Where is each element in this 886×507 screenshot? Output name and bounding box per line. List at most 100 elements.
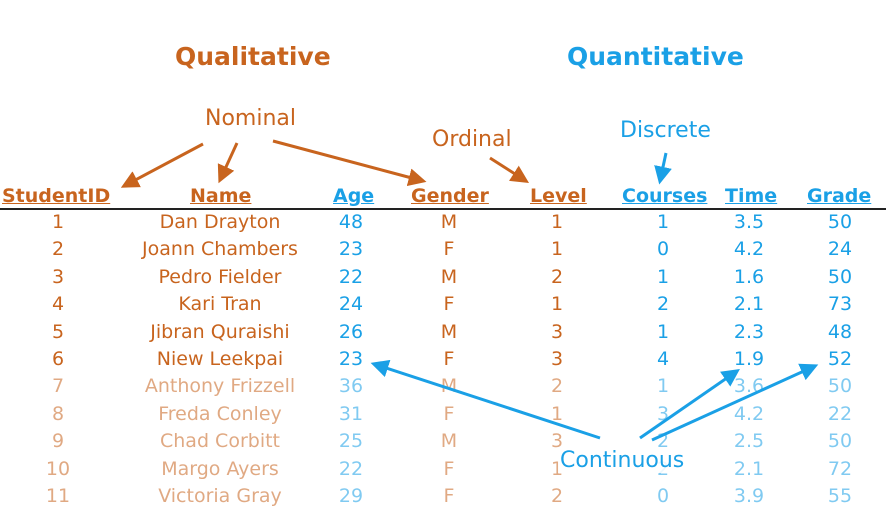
discrete-label: Discrete	[620, 118, 711, 143]
cell-student-id: 7	[51, 375, 65, 398]
cell-level: 1	[550, 211, 564, 233]
cell-courses: 1	[656, 375, 670, 398]
cell-gender: F	[443, 238, 455, 261]
cell-time: 2.1	[733, 293, 765, 316]
cell-age: 36	[338, 375, 364, 398]
nominal-label: Nominal	[205, 106, 296, 131]
cell-gender: F	[443, 348, 455, 370]
continuous-label: Continuous	[558, 448, 687, 473]
cell-student-id: 10	[45, 457, 71, 480]
cell-time: 4.2	[733, 402, 765, 425]
header-time: Time	[725, 185, 778, 207]
cell-grade: 72	[827, 457, 853, 480]
cell-name: Anthony Frizzell	[144, 375, 296, 398]
cell-grade: 50	[827, 265, 853, 288]
cell-age: 48	[338, 211, 364, 233]
cell-student-id: 3	[51, 265, 65, 288]
cell-gender: F	[443, 293, 455, 316]
cell-name: Kari Tran	[178, 293, 262, 316]
cell-courses: 1	[656, 265, 670, 288]
header-grade: Grade	[807, 185, 872, 207]
cell-gender: F	[443, 402, 455, 425]
cell-level: 1	[550, 293, 564, 316]
ordinal-arrow-level	[489, 156, 530, 183]
cell-age: 26	[338, 320, 364, 343]
header-level: Level	[530, 185, 587, 207]
cell-grade: 24	[827, 238, 853, 261]
nominal-arrow-name	[217, 142, 239, 184]
cell-student-id: 5	[51, 320, 65, 343]
cell-gender: F	[443, 485, 455, 507]
cell-grade: 48	[827, 320, 853, 343]
cell-grade: 50	[827, 375, 853, 398]
cell-level: 1	[550, 238, 564, 261]
cell-level: 3	[550, 430, 564, 453]
cell-student-id: 8	[51, 402, 65, 425]
cell-name: Joann Chambers	[142, 238, 298, 261]
cell-name: Margo Ayers	[161, 457, 279, 480]
cell-level: 2	[550, 265, 564, 288]
qualitative-title: Qualitative	[175, 42, 331, 71]
cell-age: 23	[338, 348, 364, 370]
cell-age: 22	[338, 265, 364, 288]
cell-time: 3.5	[733, 211, 765, 233]
header-divider	[0, 208, 886, 210]
cell-age: 23	[338, 238, 364, 261]
cell-name: Jibran Quraishi	[150, 320, 290, 343]
cell-time: 4.2	[733, 238, 765, 261]
nominal-arrow-gender	[272, 139, 427, 186]
cell-grade: 73	[827, 293, 853, 316]
cell-gender: M	[440, 375, 458, 398]
ordinal-label: Ordinal	[432, 127, 512, 152]
cell-age: 31	[338, 402, 364, 425]
header-gender: Gender	[411, 185, 489, 207]
cell-time: 1.6	[733, 265, 765, 288]
header-student-id: StudentID	[2, 185, 111, 207]
cell-age: 25	[338, 430, 364, 453]
quantitative-title: Quantitative	[567, 42, 744, 71]
cell-student-id: 2	[51, 238, 65, 261]
cell-courses: 4	[656, 348, 670, 370]
cell-courses: 1	[656, 211, 670, 233]
cell-grade: 50	[827, 430, 853, 453]
continuous-arrow-time	[639, 368, 740, 440]
cell-age: 22	[338, 457, 364, 480]
cell-age: 24	[338, 293, 364, 316]
cell-gender: M	[440, 265, 458, 288]
cell-level: 3	[550, 320, 564, 343]
cell-grade: 22	[827, 402, 853, 425]
cell-time: 2.1	[733, 457, 765, 480]
cell-level: 1	[550, 402, 564, 425]
cell-name: Niew Leekpai	[156, 348, 284, 370]
cell-courses: 0	[656, 238, 670, 261]
continuous-arrow-age	[370, 359, 601, 440]
continuous-arrow-grade	[651, 363, 819, 442]
header-courses: Courses	[622, 185, 708, 207]
cell-student-id: 1	[51, 211, 65, 233]
cell-courses: 2	[656, 293, 670, 316]
cell-courses: 1	[656, 320, 670, 343]
cell-gender: F	[443, 457, 455, 480]
header-age: Age	[333, 185, 375, 207]
cell-gender: M	[440, 211, 458, 233]
nominal-arrow-studentid	[120, 142, 204, 188]
discrete-arrow-courses	[654, 152, 672, 185]
cell-gender: M	[440, 430, 458, 453]
cell-level: 2	[550, 375, 564, 398]
header-name: Name	[190, 185, 252, 207]
cell-student-id: 4	[51, 293, 65, 316]
cell-student-id: 9	[51, 430, 65, 453]
cell-gender: M	[440, 320, 458, 343]
cell-name: Chad Corbitt	[160, 430, 280, 453]
cell-name: Freda Conley	[158, 402, 282, 425]
cell-level: 3	[550, 348, 564, 370]
cell-time: 2.3	[733, 320, 765, 343]
cell-time: 1.9	[733, 348, 765, 370]
cell-grade: 52	[827, 348, 853, 370]
cell-student-id: 6	[51, 348, 65, 370]
cell-grade: 50	[827, 211, 853, 233]
cell-name: Pedro Fielder	[158, 265, 282, 288]
cell-name: Dan Drayton	[159, 211, 281, 233]
cell-time: 2.5	[733, 430, 765, 453]
